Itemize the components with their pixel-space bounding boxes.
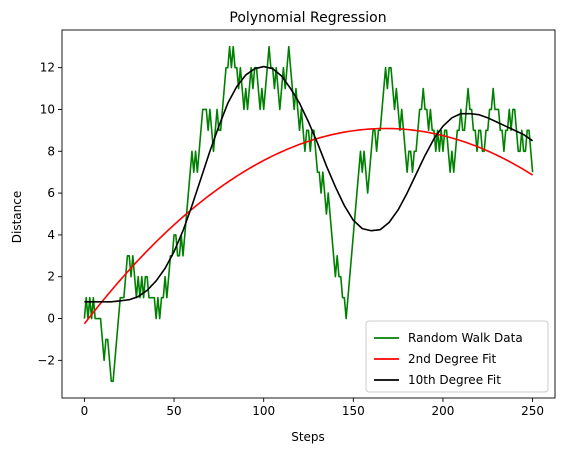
y-tick-label: 6 xyxy=(47,186,55,200)
series-line-random-walk xyxy=(83,45,534,383)
x-axis-ticks: 0 50 100 150 200 250 xyxy=(81,398,544,418)
y-tick-label: 0 xyxy=(47,312,55,326)
series-line-degree-2-fit xyxy=(83,127,534,325)
x-tick-label: 250 xyxy=(521,404,544,418)
y-axis-ticks: −2 0 2 4 6 8 10 12 xyxy=(37,61,62,367)
x-axis-label: Steps xyxy=(291,430,325,444)
series-lines xyxy=(83,45,534,383)
x-tick-label: 100 xyxy=(252,404,275,418)
y-tick-label: −2 xyxy=(37,353,55,367)
legend: Random Walk Data 2nd Degree Fit 10th Degre… xyxy=(365,320,549,393)
plot-frame xyxy=(61,29,556,399)
chart-title: Polynomial Regression xyxy=(229,10,386,26)
legend-label: 10th Degree Fit xyxy=(408,373,501,387)
y-tick-label: 8 xyxy=(47,144,55,158)
legend-label: 2nd Degree Fit xyxy=(408,352,497,366)
x-tick-label: 0 xyxy=(81,404,89,418)
y-tick-label: 10 xyxy=(40,102,55,116)
y-tick-label: 12 xyxy=(40,61,55,75)
legend-box xyxy=(365,320,549,393)
y-tick-label: 2 xyxy=(47,270,55,284)
y-tick-label: 4 xyxy=(47,228,55,242)
x-tick-label: 150 xyxy=(342,404,365,418)
legend-label: Random Walk Data xyxy=(408,331,523,345)
y-axis-label: Distance xyxy=(10,191,24,243)
plot-area xyxy=(61,29,556,399)
x-tick-label: 50 xyxy=(166,404,181,418)
series-line-degree-10-fit xyxy=(84,65,534,303)
x-tick-label: 200 xyxy=(432,404,455,418)
